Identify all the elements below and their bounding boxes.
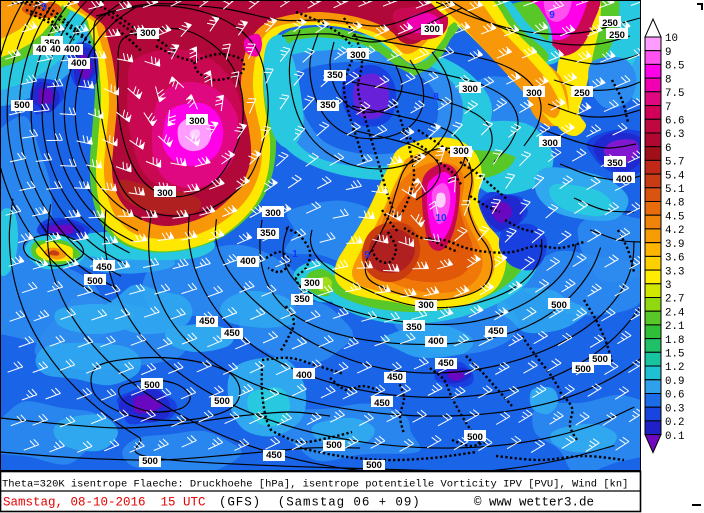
svg-text:10: 10 <box>435 213 447 224</box>
svg-text:9: 9 <box>41 2 47 13</box>
svg-text:2.4: 2.4 <box>665 307 684 319</box>
svg-text:0.6: 0.6 <box>665 390 684 402</box>
svg-text:10: 10 <box>665 33 678 45</box>
svg-text:3.3: 3.3 <box>665 266 684 278</box>
svg-text:350: 350 <box>327 70 343 81</box>
svg-text:0.9: 0.9 <box>665 376 684 388</box>
svg-text:8: 8 <box>433 92 439 103</box>
svg-text:250: 250 <box>602 18 618 29</box>
svg-text:3.9: 3.9 <box>665 239 684 251</box>
svg-text:Theta=320K isentrope Flaeche:: Theta=320K isentrope Flaeche: Druckhoehe… <box>2 479 628 491</box>
svg-text:(GFS) (Samstag 06 + 09): (GFS) (Samstag 06 + 09) <box>219 496 421 510</box>
svg-text:400: 400 <box>64 44 80 55</box>
svg-text:400: 400 <box>240 256 256 267</box>
svg-text:3: 3 <box>665 280 671 292</box>
svg-text:300: 300 <box>526 88 542 99</box>
svg-text:0.2: 0.2 <box>665 417 684 429</box>
svg-text:350: 350 <box>607 158 623 169</box>
svg-text:500: 500 <box>142 456 158 467</box>
svg-text:500: 500 <box>144 380 160 391</box>
svg-text:9: 9 <box>665 47 671 59</box>
svg-text:500: 500 <box>467 432 483 443</box>
svg-text:350: 350 <box>294 294 310 305</box>
svg-text:300: 300 <box>542 138 558 149</box>
svg-text:0.1: 0.1 <box>665 431 684 443</box>
svg-text:450: 450 <box>266 450 282 461</box>
svg-text:300: 300 <box>265 208 281 219</box>
svg-text:Samstag, 08-10-2016 15 UTC: Samstag, 08-10-2016 15 UTC <box>3 496 206 510</box>
svg-text:500: 500 <box>366 460 382 471</box>
svg-text:4.5: 4.5 <box>665 211 684 223</box>
svg-text:450: 450 <box>488 326 504 337</box>
svg-text:500: 500 <box>214 396 230 407</box>
svg-text:500: 500 <box>575 364 591 375</box>
svg-text:350: 350 <box>260 228 276 239</box>
svg-text:300: 300 <box>453 146 469 157</box>
svg-text:350: 350 <box>406 322 422 333</box>
svg-text:500: 500 <box>326 440 342 451</box>
svg-text:3.6: 3.6 <box>665 253 684 265</box>
svg-text:1: 1 <box>292 249 298 260</box>
svg-text:8: 8 <box>665 74 671 86</box>
svg-text:400: 400 <box>616 174 632 185</box>
svg-text:350: 350 <box>44 38 60 49</box>
svg-text:6.6: 6.6 <box>665 116 684 128</box>
svg-text:1.5: 1.5 <box>665 349 684 361</box>
svg-text:300: 300 <box>140 28 156 39</box>
svg-text:450: 450 <box>387 372 403 383</box>
svg-text:9: 9 <box>364 250 370 261</box>
svg-text:8.5: 8.5 <box>665 61 684 73</box>
svg-text:500: 500 <box>87 276 103 287</box>
svg-text:2.7: 2.7 <box>665 294 684 306</box>
svg-text:2.1: 2.1 <box>665 321 684 333</box>
svg-text:400: 400 <box>428 336 444 347</box>
svg-text:300: 300 <box>304 278 320 289</box>
svg-text:5.7: 5.7 <box>665 157 684 169</box>
svg-text:250: 250 <box>574 88 590 99</box>
svg-text:7: 7 <box>665 102 671 114</box>
svg-text:4.2: 4.2 <box>665 225 684 237</box>
svg-text:5.1: 5.1 <box>665 184 684 196</box>
svg-text:300: 300 <box>424 24 440 35</box>
svg-text:6.3: 6.3 <box>665 129 684 141</box>
svg-text:300: 300 <box>350 50 366 61</box>
svg-text:400: 400 <box>36 44 52 55</box>
svg-text:450: 450 <box>438 358 454 369</box>
svg-text:1.2: 1.2 <box>665 362 684 374</box>
svg-text:© www wetter3.de: © www wetter3.de <box>474 496 594 510</box>
svg-text:350: 350 <box>320 100 336 111</box>
svg-text:500: 500 <box>14 100 30 111</box>
svg-text:450: 450 <box>96 262 112 273</box>
svg-text:4.8: 4.8 <box>665 198 684 210</box>
svg-text:500: 500 <box>592 354 608 365</box>
svg-text:1.8: 1.8 <box>665 335 684 347</box>
svg-text:9: 9 <box>549 10 555 21</box>
svg-text:250: 250 <box>609 30 625 41</box>
svg-text:400: 400 <box>50 44 66 55</box>
svg-text:7.5: 7.5 <box>665 88 684 100</box>
svg-text:5.4: 5.4 <box>665 170 684 182</box>
svg-text:6: 6 <box>665 143 671 155</box>
svg-text:400: 400 <box>71 58 87 69</box>
svg-text:400: 400 <box>296 370 312 381</box>
svg-text:450: 450 <box>374 398 390 409</box>
svg-text:300: 300 <box>418 300 434 311</box>
svg-text:300: 300 <box>462 84 478 95</box>
svg-text:300: 300 <box>189 116 205 127</box>
svg-text:450: 450 <box>224 328 240 339</box>
svg-text:300: 300 <box>157 188 173 199</box>
svg-text:450: 450 <box>199 316 215 327</box>
svg-text:0.3: 0.3 <box>665 403 684 415</box>
svg-text:500: 500 <box>551 300 567 311</box>
